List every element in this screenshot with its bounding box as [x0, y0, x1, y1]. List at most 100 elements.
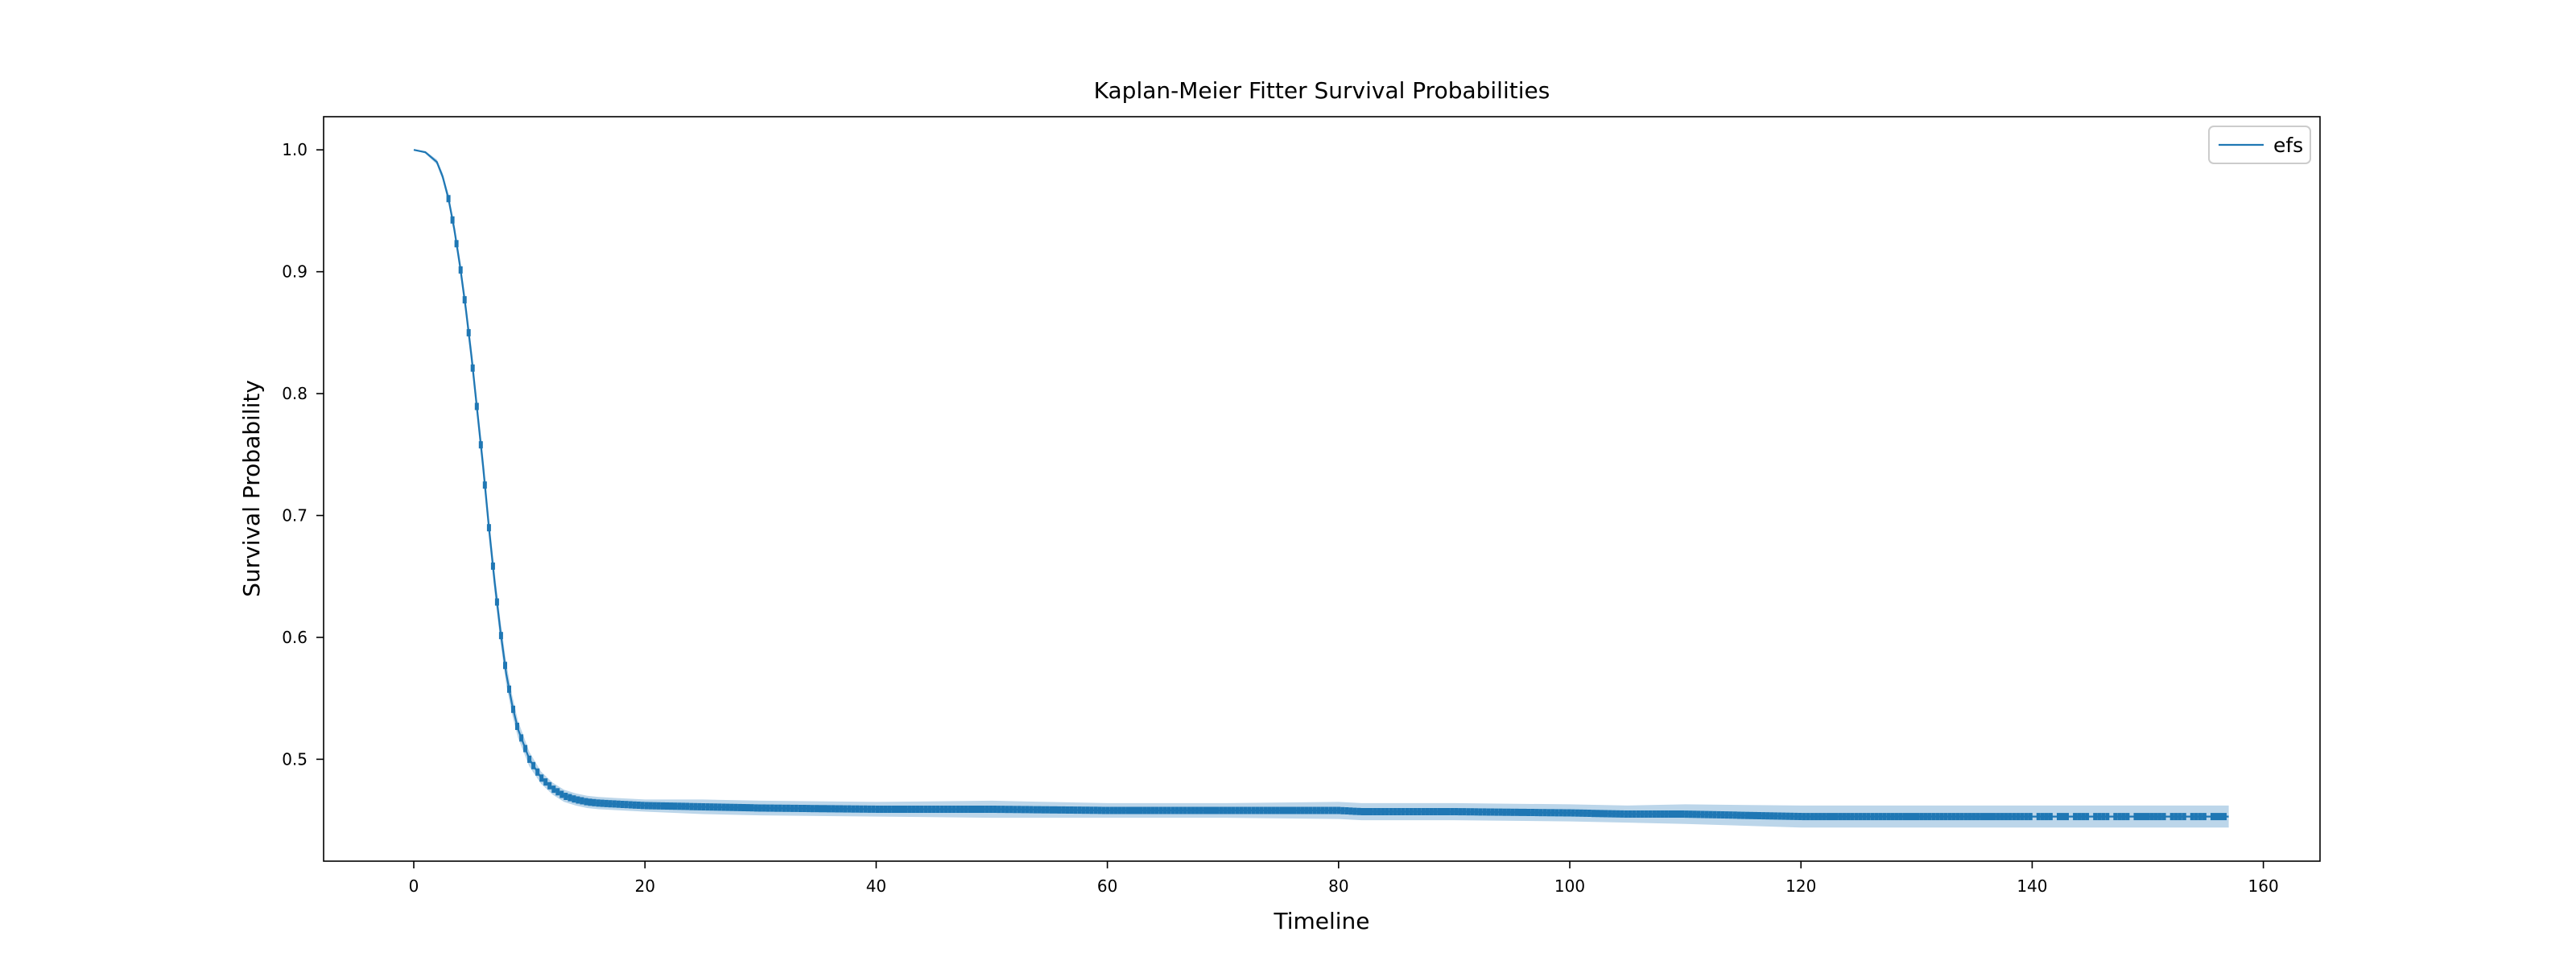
censor-mark [1474, 808, 1479, 816]
censor-mark [685, 802, 690, 810]
censor-mark [1894, 813, 1899, 821]
censor-mark [551, 786, 556, 794]
censor-mark [1676, 810, 1681, 818]
censor-mark [697, 802, 702, 810]
censor-mark [1458, 808, 1463, 816]
censor-mark [661, 802, 665, 810]
censor-mark [1604, 810, 1608, 818]
censor-mark [758, 804, 762, 812]
censor-mark [1061, 806, 1066, 814]
censor-mark [2028, 813, 2033, 821]
censor-mark [1785, 812, 1790, 820]
censor-mark [1344, 807, 1349, 814]
censor-mark [466, 328, 471, 336]
axes-frame [323, 116, 2321, 862]
x-tick-label: 120 [1785, 876, 1816, 896]
censor-mark [2085, 813, 2090, 821]
censor-mark [2113, 813, 2118, 821]
censor-mark [1745, 811, 1749, 819]
censor-mark [1668, 810, 1673, 818]
censor-mark [1005, 806, 1009, 814]
censor-mark [1053, 806, 1058, 814]
censor-mark [1377, 808, 1381, 815]
censor-mark [1320, 806, 1325, 814]
censor-mark [1558, 809, 1563, 817]
censor-mark [733, 803, 738, 811]
censor-mark [531, 761, 536, 769]
censor-mark [762, 804, 766, 812]
censor-mark [576, 796, 580, 804]
censor-mark [835, 805, 840, 813]
censor-mark [1988, 813, 1992, 821]
censor-mark [883, 806, 888, 813]
censor-mark [1280, 806, 1284, 814]
censor-mark [1093, 806, 1098, 814]
y-tick-label: 0.5 [282, 749, 308, 769]
censor-mark [1267, 806, 1272, 814]
censor-mark [1121, 806, 1126, 814]
censor-mark [1600, 810, 1604, 818]
censor-mark [1882, 813, 1887, 821]
censor-mark [1919, 813, 1924, 821]
censor-mark [1596, 810, 1600, 818]
censor-mark [1401, 808, 1406, 815]
censor-mark [947, 806, 952, 813]
censor-mark [1915, 813, 1919, 821]
censor-mark [1081, 806, 1086, 814]
censor-mark [1097, 806, 1102, 814]
censor-mark [1494, 808, 1499, 816]
censor-mark [1077, 806, 1082, 814]
censor-mark [1587, 810, 1591, 817]
censor-mark [2202, 813, 2207, 821]
censor-mark [989, 806, 993, 813]
censor-mark [1842, 813, 1847, 821]
censor-mark [1352, 807, 1357, 815]
censor-mark [2121, 813, 2126, 821]
censor-mark [535, 768, 540, 776]
censor-mark [1247, 806, 1252, 814]
censor-mark [1126, 806, 1130, 814]
censor-mark [827, 805, 831, 813]
censor-mark [1616, 810, 1620, 818]
censor-mark [819, 805, 823, 813]
censor-mark [2024, 813, 2029, 821]
censor-mark [632, 801, 637, 809]
censor-mark [1134, 806, 1138, 814]
censor-mark [1854, 813, 1859, 821]
censor-mark [1802, 813, 1806, 821]
censor-mark [1308, 806, 1313, 814]
censor-mark [931, 806, 936, 813]
censor-mark [1575, 809, 1579, 817]
censor-mark [871, 805, 876, 813]
censor-mark [1672, 810, 1677, 818]
censor-mark [964, 806, 968, 813]
censor-mark [1728, 811, 1733, 819]
censor-mark [498, 632, 503, 640]
censor-mark [693, 802, 698, 810]
censor-mark [2153, 813, 2158, 821]
censor-mark [1360, 808, 1365, 815]
censor-mark [2117, 813, 2122, 821]
censor-mark [1397, 808, 1402, 815]
censor-mark [1199, 806, 1203, 814]
censor-mark [939, 806, 944, 813]
censor-mark [1628, 810, 1633, 818]
censor-mark [1065, 806, 1070, 814]
censor-mark [2036, 813, 2041, 821]
censor-mark [725, 803, 730, 811]
censor-mark [839, 805, 844, 813]
x-axis-label: Timeline [1273, 908, 1369, 934]
censor-mark [1502, 808, 1507, 816]
censor-mark [1716, 810, 1721, 818]
censor-mark [1518, 808, 1523, 816]
censor-mark [1356, 807, 1361, 815]
censor-mark [1417, 808, 1422, 815]
censor-mark [2137, 813, 2142, 821]
censor-mark [1498, 808, 1503, 816]
censor-mark [2198, 813, 2202, 821]
censor-mark [1130, 806, 1134, 814]
censor-mark [490, 562, 495, 570]
censor-mark [1664, 810, 1669, 818]
censor-mark [1142, 806, 1147, 814]
censor-mark [1632, 810, 1637, 818]
